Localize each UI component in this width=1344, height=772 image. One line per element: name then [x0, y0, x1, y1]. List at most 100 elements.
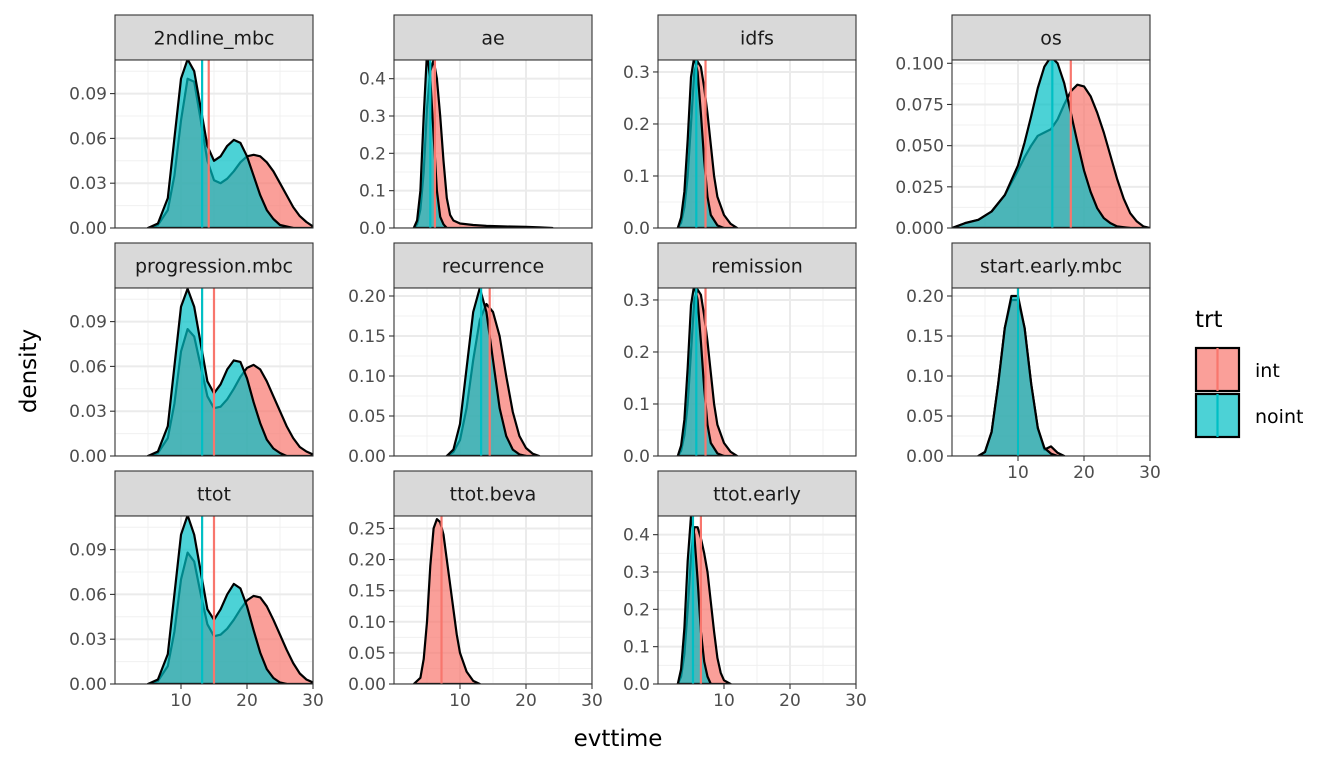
panel-border: [393, 515, 593, 685]
x-tick-label: 30: [845, 691, 867, 711]
panel-start-early-mbc: start.early.mbc 0.00 0.05 0.10 0.15 0.20 10 20 3…: [906, 242, 1161, 483]
y-tick-label: 0.05: [348, 407, 386, 427]
density-noint: [676, 60, 726, 228]
x-tick-label: 20: [236, 691, 258, 711]
density-layer: [952, 60, 1150, 228]
panel-border: [114, 515, 314, 685]
panel-ttot-early: ttot.early 0.0 0.1 0.2 0.3 0.4 10 20 30: [623, 470, 867, 711]
grid: [394, 516, 592, 684]
panel-border: [114, 59, 314, 229]
y-axis: 0.00 0.03 0.06 0.09: [69, 313, 115, 467]
y-tick-label: 0.4: [623, 526, 650, 546]
y-tick-label: 0.00: [69, 447, 107, 467]
density-layer: [676, 288, 739, 456]
y-axis: 0.0 0.1 0.2 0.3 0.4: [359, 70, 394, 239]
y-axis: 0.0 0.1 0.2 0.3 0.4: [623, 526, 658, 695]
y-tick-label: 0.03: [69, 630, 107, 650]
panel-border: [951, 287, 1151, 457]
density-layer: [412, 60, 554, 228]
y-tick-label: 0.00: [69, 675, 107, 695]
y-tick-label: 0.06: [69, 585, 107, 605]
y-tick-label: 0.10: [906, 367, 944, 387]
x-axis-title: evttime: [574, 726, 663, 752]
legend-item-noint: noint: [1194, 392, 1303, 439]
panel-ttot: ttot 0.00 0.03 0.06 0.09 10 20 30: [69, 470, 324, 711]
density-noint: [146, 516, 288, 684]
density-layer: [146, 60, 313, 228]
density-noint: [676, 516, 712, 684]
x-tick-label: 30: [1139, 463, 1161, 483]
panels: 2ndline_mbc0.000.030.060.09ae0.00.10.20.…: [69, 14, 1161, 711]
y-axis: 0.000 0.025 0.050 0.075 0.100: [895, 54, 952, 239]
y-tick-label: 0.2: [623, 600, 650, 620]
facet-strip-ae: [393, 14, 593, 61]
panel-border: [657, 515, 857, 685]
x-axis: 10 20 30: [170, 684, 324, 711]
y-tick-label: 0.06: [69, 357, 107, 377]
y-tick-label: 0.2: [359, 144, 386, 164]
legend-label-noint: noint: [1255, 406, 1303, 428]
legend: trt int noint: [1194, 307, 1303, 439]
legend-title: trt: [1195, 307, 1223, 333]
y-tick-label: 0.09: [69, 313, 107, 333]
facet-strip-label: ttot.beva: [450, 484, 537, 506]
x-axis: 10 20 30: [449, 684, 603, 711]
facet-strip-label: ttot.early: [713, 484, 801, 506]
y-tick-label: 0.0: [359, 219, 386, 239]
x-tick-label: 10: [713, 691, 735, 711]
facet-strip-ttot-early: [657, 470, 857, 517]
y-tick-label: 0.20: [348, 287, 386, 307]
density-layer: [676, 516, 732, 684]
grid: [952, 288, 1150, 456]
y-tick-label: 0.03: [69, 402, 107, 422]
y-axis: 0.0 0.1 0.2 0.3: [623, 63, 658, 239]
x-tick-label: 10: [449, 691, 471, 711]
density-layer: [146, 516, 313, 684]
panel-ae: ae 0.0 0.1 0.2 0.3 0.4: [359, 14, 593, 239]
legend-item-int: int: [1194, 346, 1280, 393]
density-int: [412, 518, 481, 684]
facet-strip-progression-mbc: [114, 242, 314, 289]
y-tick-label: 0.2: [623, 115, 650, 135]
y-tick-label: 0.10: [348, 613, 386, 633]
density-layer: [412, 516, 481, 684]
density-layer: [146, 288, 313, 456]
y-tick-label: 0.15: [906, 327, 944, 347]
panel-border: [393, 287, 593, 457]
y-tick-label: 0.050: [895, 137, 944, 157]
y-axis: 0.0 0.1 0.2 0.3: [623, 291, 658, 467]
y-tick-label: 0.0: [623, 447, 650, 467]
facet-strip-ttot: [114, 470, 314, 517]
legend-label-int: int: [1255, 360, 1280, 382]
x-axis: 10 20 30: [713, 684, 867, 711]
facet-strip-start-early-mbc: [951, 242, 1151, 289]
y-tick-label: 0.20: [906, 287, 944, 307]
y-tick-label: 0.15: [348, 582, 386, 602]
facet-strip-label: start.early.mbc: [980, 256, 1122, 278]
y-tick-label: 0.100: [895, 54, 944, 74]
y-tick-label: 0.25: [348, 519, 386, 539]
facet-strip-recurrence: [393, 242, 593, 289]
panel-border: [393, 59, 593, 229]
x-tick-label: 20: [515, 691, 537, 711]
y-tick-label: 0.1: [359, 182, 386, 202]
x-tick-label: 30: [302, 691, 324, 711]
panel-os: os 0.000 0.025 0.050 0.075 0.100: [895, 14, 1151, 239]
y-tick-label: 0.4: [359, 70, 386, 90]
x-tick-label: 30: [581, 691, 603, 711]
y-axis: 0.00 0.05 0.10 0.15 0.20 0.25: [348, 519, 394, 695]
facet-strip-label: 2ndline_mbc: [154, 28, 275, 50]
y-tick-label: 0.1: [623, 638, 650, 658]
panel-border: [657, 287, 857, 457]
facet-strip-os: [951, 14, 1151, 61]
facet-strip-2ndline-mbc: [114, 14, 314, 61]
y-axis: 0.00 0.03 0.06 0.09: [69, 541, 115, 695]
y-tick-label: 0.1: [623, 395, 650, 415]
facet-strip-label: progression.mbc: [135, 256, 293, 278]
density-layer: [977, 288, 1066, 456]
panel-border: [114, 287, 314, 457]
y-axis: 0.00 0.05 0.10 0.15 0.20: [348, 287, 394, 467]
y-tick-label: 0.10: [348, 367, 386, 387]
